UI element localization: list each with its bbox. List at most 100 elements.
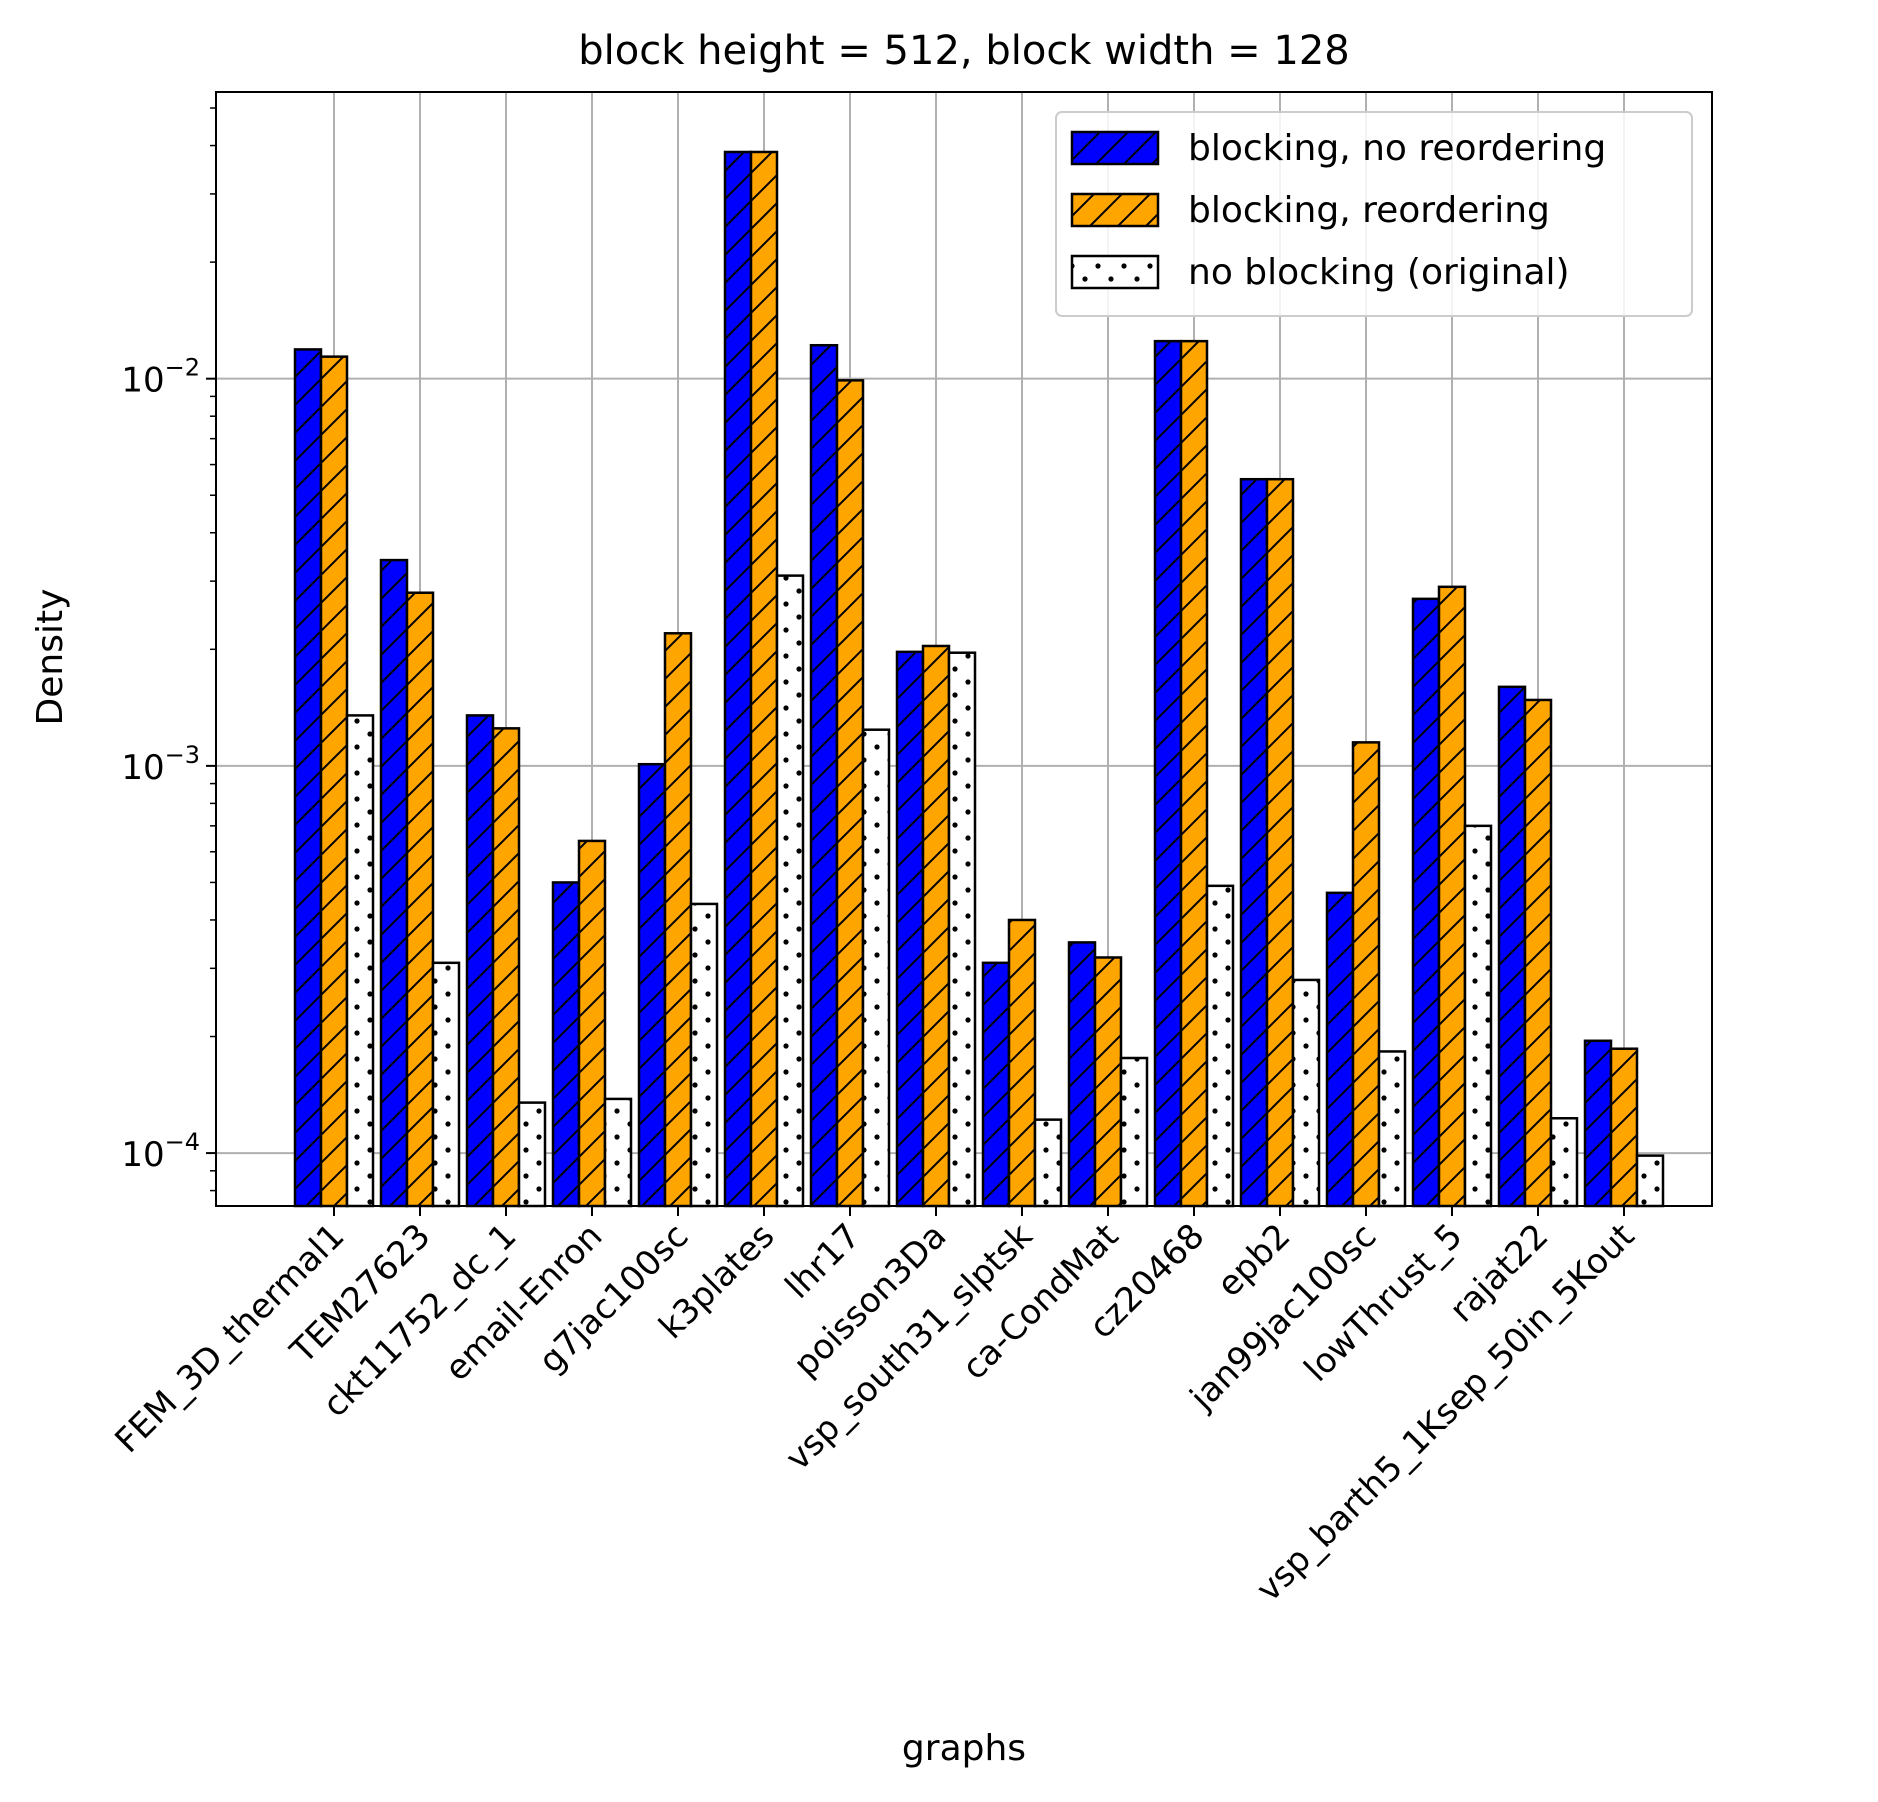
bar-blocking-no-reordering bbox=[1067, 941, 1097, 1208]
bar-blocking-reordering-outline bbox=[1351, 741, 1381, 1208]
bar-no-blocking bbox=[1635, 1154, 1665, 1208]
bar-blocking-no-reordering-outline bbox=[1067, 941, 1097, 1208]
bar-blocking-no-reordering-outline bbox=[1153, 339, 1183, 1208]
bar-blocking-no-reordering bbox=[379, 558, 409, 1208]
bar-blocking-reordering bbox=[491, 727, 521, 1208]
bar-blocking-reordering bbox=[749, 150, 779, 1208]
bar-blocking-no-reordering bbox=[1497, 685, 1527, 1208]
bar-blocking-no-reordering-outline bbox=[551, 881, 581, 1208]
bar-no-blocking bbox=[1205, 884, 1235, 1208]
bar-blocking-no-reordering-outline bbox=[809, 343, 839, 1208]
bar-no-blocking-outline bbox=[1463, 824, 1493, 1208]
bar-no-blocking-outline bbox=[1377, 1050, 1407, 1208]
bar-blocking-reordering-outline bbox=[1523, 698, 1553, 1208]
bar-no-blocking bbox=[603, 1097, 633, 1208]
bar-no-blocking-outline bbox=[947, 651, 977, 1208]
bar-blocking-no-reordering-outline bbox=[379, 558, 409, 1208]
bar-blocking-reordering bbox=[1351, 741, 1381, 1208]
bar-blocking-reordering-outline bbox=[835, 379, 865, 1208]
bar-no-blocking bbox=[1463, 824, 1493, 1208]
bar-blocking-no-reordering-outline bbox=[895, 650, 925, 1208]
legend: blocking, no reordering blocking, reorder… bbox=[1055, 111, 1693, 317]
bar-blocking-reordering-outline bbox=[1265, 477, 1295, 1208]
bar-blocking-reordering bbox=[405, 591, 435, 1208]
legend-swatch bbox=[1070, 254, 1160, 290]
bar-blocking-reordering-outline bbox=[1179, 339, 1209, 1208]
bar-no-blocking-outline bbox=[689, 902, 719, 1208]
y-tick-label: 10−3 bbox=[121, 741, 200, 788]
bar-blocking-no-reordering bbox=[1325, 891, 1355, 1208]
bar-blocking-no-reordering bbox=[293, 348, 323, 1208]
x-axis-label: graphs bbox=[902, 1728, 1026, 1769]
bar-blocking-reordering bbox=[1007, 918, 1037, 1208]
bar-blocking-reordering-outline bbox=[749, 150, 779, 1208]
bar-no-blocking-outline bbox=[603, 1097, 633, 1208]
bar-blocking-reordering-outline bbox=[1437, 585, 1467, 1208]
bar-blocking-no-reordering bbox=[809, 343, 839, 1208]
bar-no-blocking bbox=[1377, 1050, 1407, 1208]
bar-no-blocking-outline bbox=[861, 728, 891, 1208]
bar-no-blocking bbox=[1291, 978, 1321, 1208]
bar-blocking-no-reordering-outline bbox=[1239, 477, 1269, 1208]
bar-blocking-reordering-outline bbox=[1609, 1047, 1639, 1208]
bar-blocking-no-reordering-outline bbox=[981, 961, 1011, 1208]
bar-blocking-no-reordering-outline bbox=[1325, 891, 1355, 1208]
bar-no-blocking-outline bbox=[431, 961, 461, 1208]
bar-no-blocking-outline bbox=[517, 1101, 547, 1208]
bar-blocking-no-reordering-outline bbox=[293, 348, 323, 1208]
bar-blocking-reordering-outline bbox=[405, 591, 435, 1208]
bar-blocking-reordering-outline bbox=[663, 632, 693, 1208]
bar-no-blocking-outline bbox=[1291, 978, 1321, 1208]
bar-no-blocking-outline bbox=[1119, 1056, 1149, 1208]
bar-blocking-no-reordering bbox=[465, 714, 495, 1208]
bar-blocking-no-reordering bbox=[637, 762, 667, 1208]
bar-blocking-reordering-outline bbox=[1007, 918, 1037, 1208]
bar-no-blocking bbox=[689, 902, 719, 1208]
y-axis-label: Density bbox=[30, 589, 71, 726]
bar-blocking-no-reordering-outline bbox=[723, 150, 753, 1208]
bar-blocking-reordering bbox=[1265, 477, 1295, 1208]
legend-box bbox=[1055, 111, 1693, 317]
bar-no-blocking bbox=[1033, 1118, 1063, 1208]
bar-no-blocking bbox=[1119, 1056, 1149, 1208]
bar-blocking-reordering bbox=[1093, 956, 1123, 1208]
bar-no-blocking bbox=[1549, 1117, 1579, 1208]
bar-blocking-reordering bbox=[1179, 339, 1209, 1208]
bar-blocking-reordering bbox=[577, 839, 607, 1208]
bar-blocking-no-reordering-outline bbox=[1411, 597, 1441, 1208]
y-tick-label: 10−4 bbox=[121, 1128, 200, 1175]
bar-blocking-no-reordering bbox=[981, 961, 1011, 1208]
bar-blocking-no-reordering bbox=[551, 881, 581, 1208]
bar-blocking-no-reordering-outline bbox=[1497, 685, 1527, 1208]
legend-swatch bbox=[1070, 192, 1160, 228]
bar-blocking-no-reordering bbox=[723, 150, 753, 1208]
bar-no-blocking-outline bbox=[1635, 1154, 1665, 1208]
bar-no-blocking bbox=[517, 1101, 547, 1208]
bars bbox=[293, 150, 1665, 1208]
bar-blocking-no-reordering bbox=[1153, 339, 1183, 1208]
bar-blocking-reordering bbox=[1437, 585, 1467, 1208]
bar-no-blocking bbox=[431, 961, 461, 1208]
legend-label: blocking, no reordering bbox=[1188, 128, 1606, 169]
legend-label: no blocking (original) bbox=[1188, 252, 1570, 293]
bar-no-blocking bbox=[345, 714, 375, 1208]
bar-blocking-reordering-outline bbox=[577, 839, 607, 1208]
bar-no-blocking-outline bbox=[1549, 1117, 1579, 1208]
bar-blocking-no-reordering-outline bbox=[637, 762, 667, 1208]
bar-blocking-no-reordering bbox=[1239, 477, 1269, 1208]
bar-no-blocking bbox=[775, 574, 805, 1208]
bar-blocking-reordering bbox=[921, 644, 951, 1208]
bar-blocking-reordering bbox=[1609, 1047, 1639, 1208]
bar-blocking-no-reordering bbox=[895, 650, 925, 1208]
bar-blocking-reordering-outline bbox=[1093, 956, 1123, 1208]
bar-blocking-reordering bbox=[835, 379, 865, 1208]
bar-no-blocking bbox=[861, 728, 891, 1208]
bar-blocking-reordering bbox=[1523, 698, 1553, 1208]
bar-blocking-reordering-outline bbox=[491, 727, 521, 1208]
bar-blocking-no-reordering-outline bbox=[1583, 1039, 1613, 1208]
bar-blocking-reordering bbox=[663, 632, 693, 1208]
legend-label: blocking, reordering bbox=[1188, 190, 1550, 231]
bar-no-blocking bbox=[947, 651, 977, 1208]
